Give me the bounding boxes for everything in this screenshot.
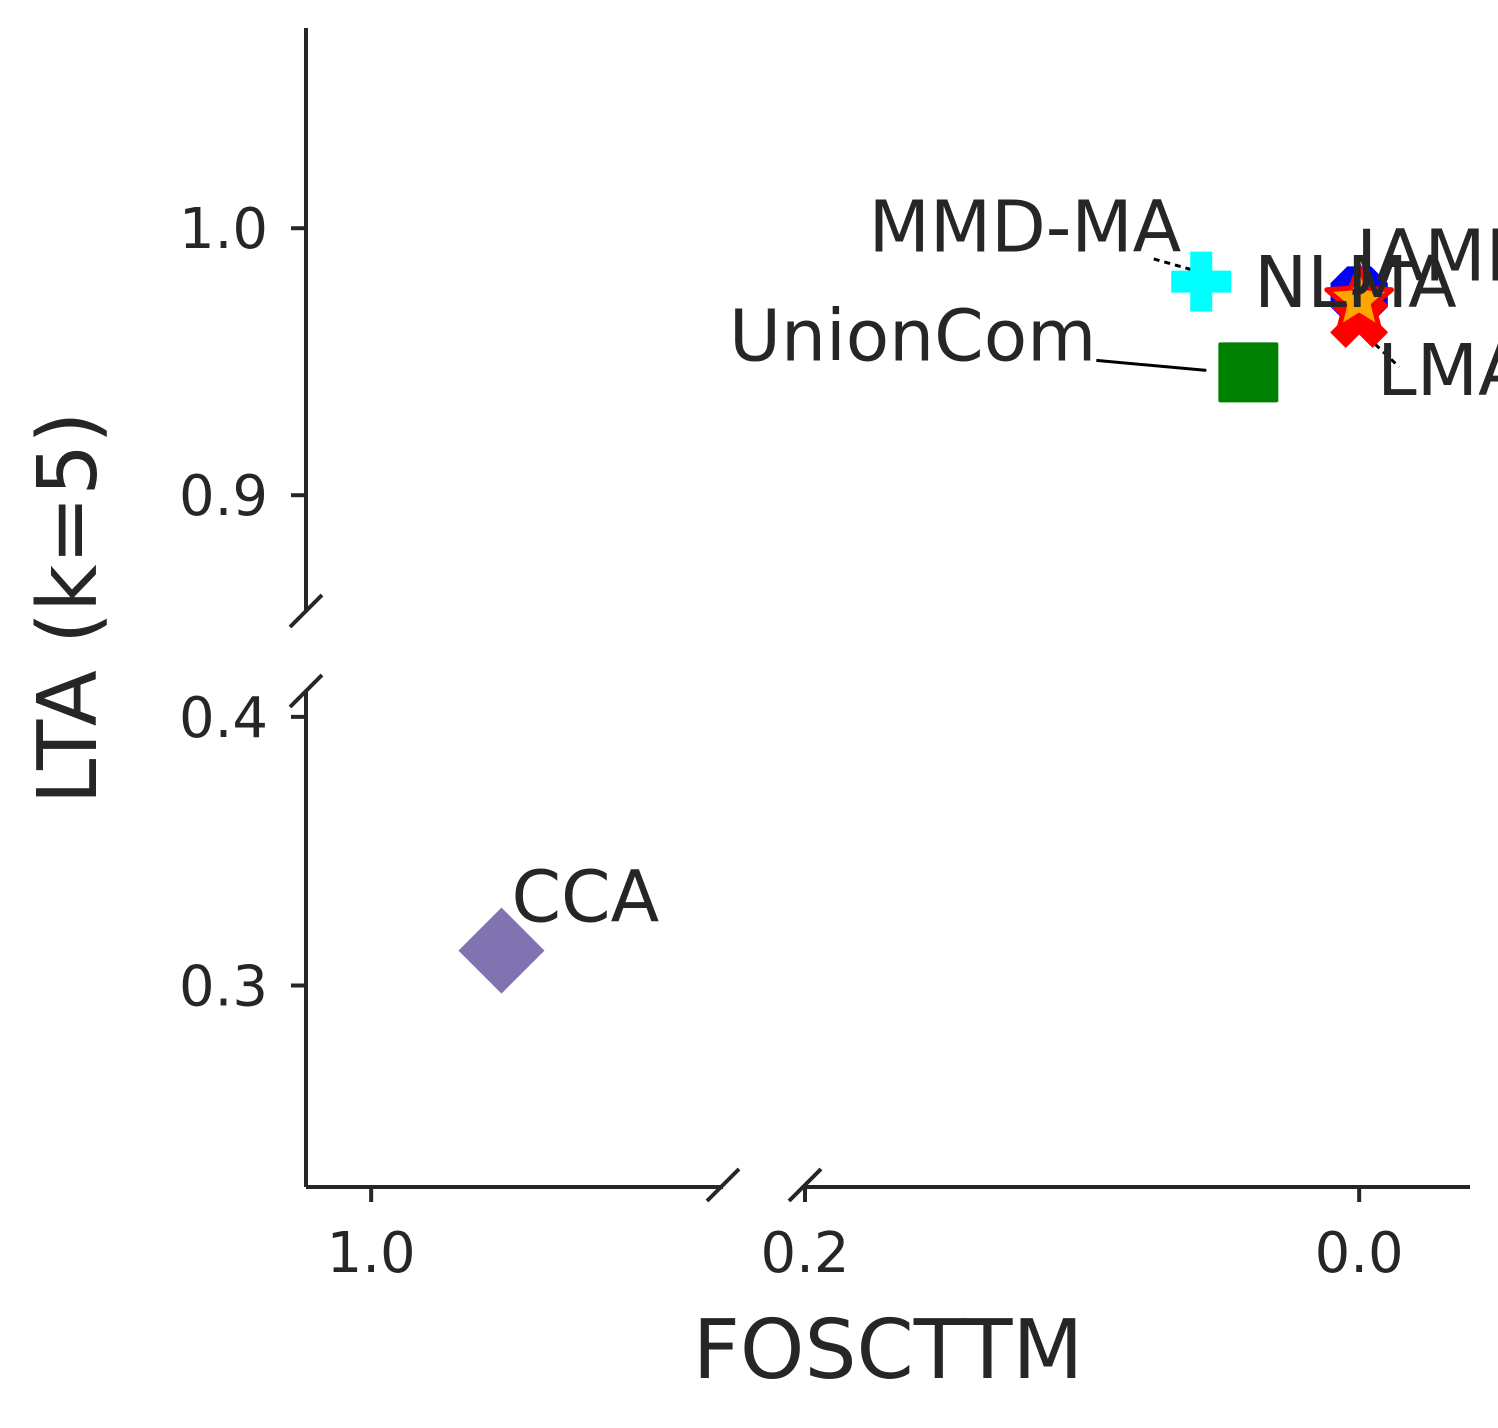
y-tick-label: 0.3 xyxy=(179,955,268,1020)
label-cca: CCA xyxy=(511,856,659,939)
y-tick-label: 0.9 xyxy=(179,464,268,529)
ticks-layer: 1.0 0.2 0.0 0.3 0.4 0.9 1.0 xyxy=(179,197,1404,1286)
x-break-mark-right xyxy=(787,1167,823,1203)
point-cca xyxy=(458,907,545,994)
leader-line-unioncom xyxy=(1096,358,1207,372)
x-break-mark-left xyxy=(705,1167,741,1203)
label-unioncom: UnionCom xyxy=(729,294,1096,377)
point-mmd-ma xyxy=(1171,251,1232,312)
label-mmd-ma: MMD-MA xyxy=(869,186,1182,269)
x-axis-title: FOSCTTM xyxy=(693,1303,1084,1398)
leader-line-lma xyxy=(1358,327,1401,369)
leader-line-mmd-ma xyxy=(1148,256,1192,272)
y-axis-title: LTA (k=5) xyxy=(21,412,116,805)
point-unioncom xyxy=(1218,342,1279,403)
x-tick-label: 1.0 xyxy=(327,1221,416,1286)
y-break-mark-lower xyxy=(288,673,324,709)
y-tick-label: 0.4 xyxy=(179,686,268,751)
point-labels: MMD-MA UnionCom NLMAJAMIE LMA CCA xyxy=(511,186,1498,939)
x-tick-label: 0.2 xyxy=(760,1221,849,1286)
point-jamie xyxy=(1324,263,1395,331)
y-break-mark-upper xyxy=(288,593,324,629)
y-tick-label: 1.0 xyxy=(179,197,268,262)
label-lma: LMA xyxy=(1377,329,1498,412)
x-tick-label: 0.0 xyxy=(1315,1221,1404,1286)
label-jamie: JAMIE xyxy=(1352,214,1498,297)
label-nlma: NLMA xyxy=(1254,241,1457,324)
data-points xyxy=(458,251,1395,994)
